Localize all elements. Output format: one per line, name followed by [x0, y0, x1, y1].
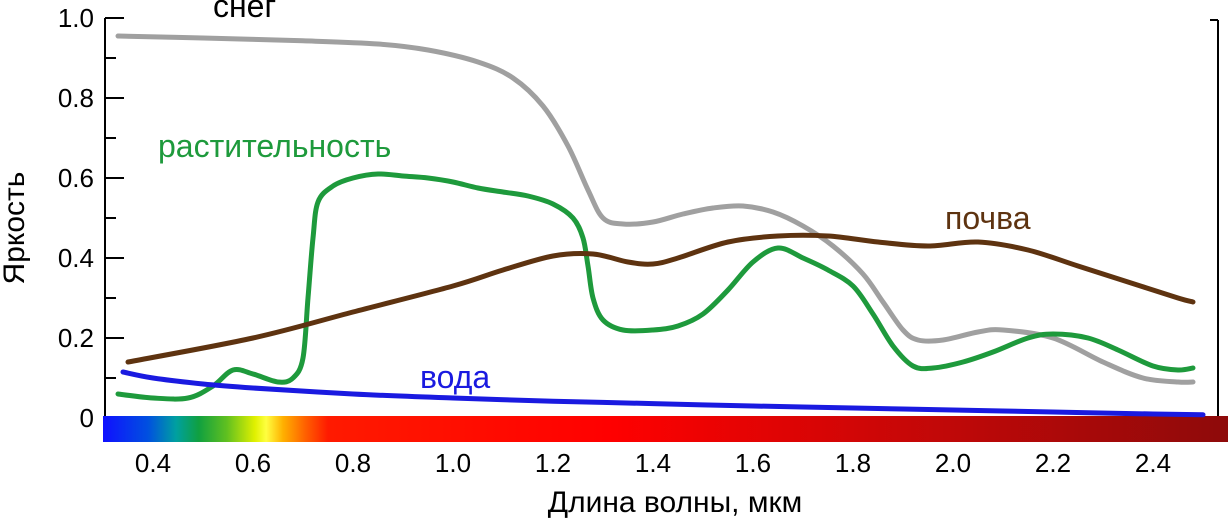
x-tick-label: 2.2	[1035, 448, 1071, 478]
x-tick-label: 2.0	[935, 448, 971, 478]
label-soil: почва	[945, 200, 1031, 236]
series-line-vegetation	[115, 171, 1196, 402]
x-ticks: 0.4 0.6 0.8 1.0 1.2 1.4 1.6 1.8 2.0 2.2 2.4	[135, 448, 1171, 478]
series-lines	[115, 33, 1206, 418]
x-tick-label: 1.6	[735, 448, 771, 478]
series-line-water	[120, 369, 1206, 418]
x-axis-label: Длина волны, мкм	[548, 486, 802, 518]
x-tick-label: 2.4	[1135, 448, 1171, 478]
y-tick-label: 1.0	[58, 3, 94, 33]
y-tick-label: 0.6	[58, 163, 94, 193]
series-line-soil	[125, 232, 1196, 365]
y-tick-label: 0.2	[58, 323, 94, 353]
series-line-snow	[115, 33, 1196, 385]
label-snow: снег	[213, 0, 276, 24]
y-ticks: 0 0.2 0.4 0.6 0.8 1.0	[58, 3, 124, 433]
label-vegetation: растительность	[158, 128, 391, 164]
x-tick-label: 1.0	[435, 448, 471, 478]
spectrum-bar	[103, 416, 1228, 442]
y-axis-label: Яркость	[0, 172, 31, 285]
x-tick-label: 0.8	[335, 448, 371, 478]
x-tick-label: 1.2	[535, 448, 571, 478]
x-tick-label: 1.4	[635, 448, 671, 478]
x-tick-label: 1.8	[835, 448, 871, 478]
label-water: вода	[420, 359, 490, 395]
y-tick-label: 0	[80, 403, 94, 433]
x-tick-label: 0.4	[135, 448, 171, 478]
y-tick-label: 0.4	[58, 243, 94, 273]
x-tick-label: 0.6	[235, 448, 271, 478]
y-tick-label: 0.8	[58, 83, 94, 113]
